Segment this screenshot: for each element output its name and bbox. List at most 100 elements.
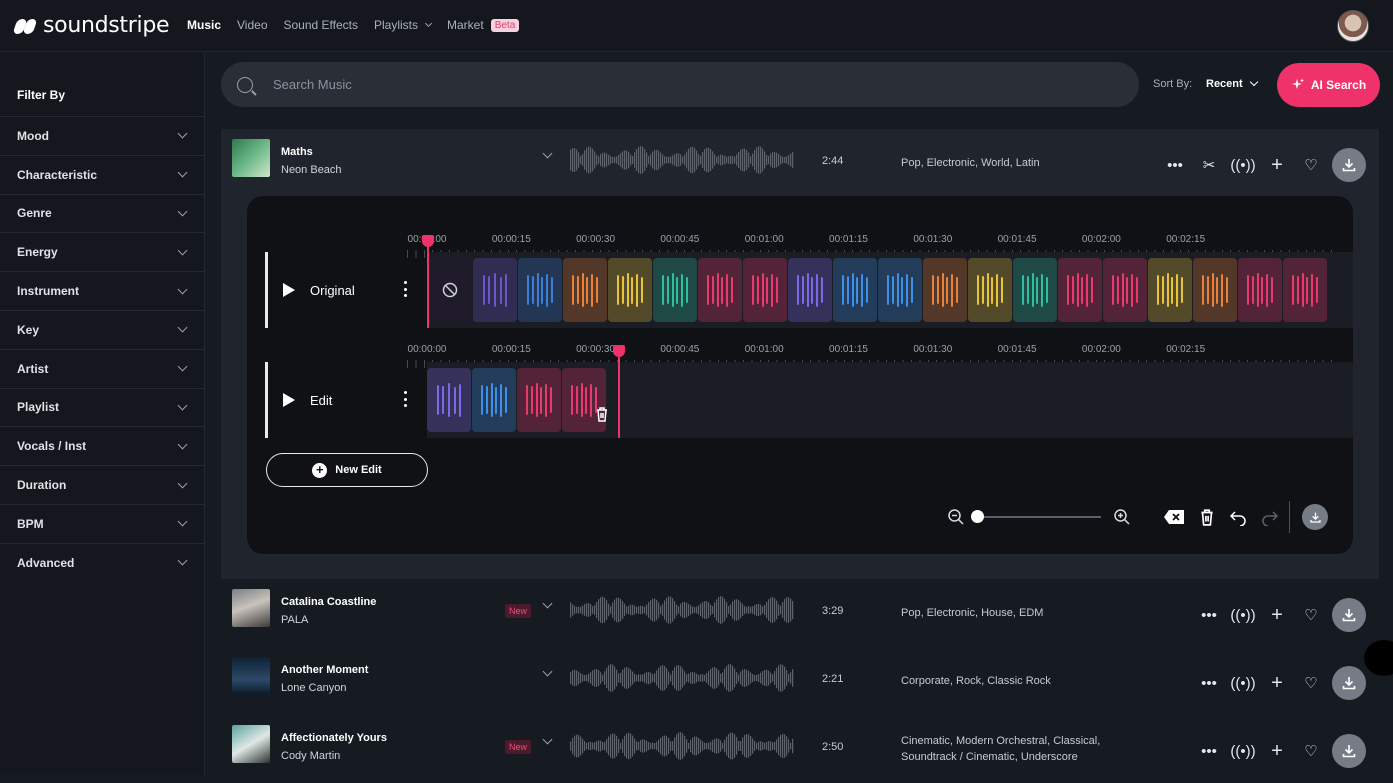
audio-segment[interactable] — [1148, 258, 1192, 322]
track-title[interactable]: Maths — [281, 146, 313, 158]
redo-icon[interactable] — [1261, 508, 1279, 526]
filter-bpm[interactable]: BPM — [0, 503, 205, 543]
nav-sound-effects[interactable]: Sound Effects — [283, 18, 359, 32]
zoom-in-icon[interactable] — [1113, 508, 1131, 526]
nav-music[interactable]: Music — [187, 18, 222, 32]
editor-download-button[interactable] — [1302, 504, 1328, 530]
track-title[interactable]: Catalina Coastline — [281, 596, 377, 608]
filter-energy[interactable]: Energy — [0, 232, 205, 271]
track-waveform[interactable] — [570, 595, 795, 625]
track-artist[interactable]: PALA — [281, 614, 309, 626]
audio-segment[interactable] — [788, 258, 832, 322]
trash-icon[interactable] — [595, 406, 609, 422]
edit-playhead[interactable] — [618, 346, 620, 438]
download-button[interactable] — [1332, 734, 1366, 768]
track-artwork[interactable] — [232, 139, 270, 177]
expand-chevron[interactable] — [542, 666, 553, 677]
track-artwork[interactable] — [232, 725, 270, 763]
search-input[interactable] — [273, 77, 1073, 92]
new-edit-button[interactable]: + New Edit — [266, 453, 428, 487]
sort-dropdown[interactable]: Recent — [1206, 77, 1258, 90]
heart-icon[interactable]: ♡ — [1304, 675, 1318, 692]
expand-chevron[interactable] — [542, 598, 553, 609]
audio-segment[interactable] — [878, 258, 922, 322]
heart-icon[interactable]: ♡ — [1304, 743, 1318, 760]
more-options-icon[interactable]: ••• — [1201, 742, 1217, 760]
audio-segment[interactable] — [563, 258, 607, 322]
track-row[interactable]: Catalina Coastline PALA New 3:29 Pop, El… — [221, 579, 1379, 647]
audio-segment[interactable] — [608, 258, 652, 322]
track-title[interactable]: Another Moment — [281, 664, 369, 676]
audio-segment[interactable] — [562, 368, 606, 432]
expand-chevron[interactable] — [542, 148, 553, 159]
track-artist[interactable]: Cody Martin — [281, 750, 341, 762]
more-options-icon[interactable]: ••• — [1201, 674, 1217, 692]
stems-icon[interactable]: ((•)) — [1230, 156, 1256, 174]
add-to-playlist-icon[interactable]: + — [1271, 671, 1283, 694]
audio-segment[interactable] — [517, 368, 561, 432]
audio-segment[interactable] — [518, 258, 562, 322]
delete-icon[interactable] — [1199, 508, 1215, 526]
zoom-slider[interactable] — [971, 510, 1101, 523]
download-button[interactable] — [1332, 666, 1366, 700]
audio-segment[interactable] — [968, 258, 1012, 322]
more-options-icon[interactable]: ••• — [1201, 606, 1217, 624]
brand-logo[interactable]: soundstripe — [12, 13, 170, 38]
track-title[interactable]: Affectionately Yours — [281, 732, 387, 744]
backspace-icon[interactable] — [1163, 509, 1185, 525]
track-waveform[interactable] — [570, 145, 795, 175]
track-row[interactable]: Maths Neon Beach 2:44 Pop, Electronic, W… — [221, 129, 1379, 197]
filter-playlist[interactable]: Playlist — [0, 387, 205, 427]
audio-segment[interactable] — [743, 258, 787, 322]
download-button[interactable] — [1332, 148, 1366, 182]
filter-artist[interactable]: Artist — [0, 348, 205, 388]
user-avatar[interactable] — [1337, 10, 1369, 42]
playhead[interactable] — [427, 236, 429, 328]
audio-segment[interactable] — [1283, 258, 1327, 322]
audio-segment[interactable] — [1193, 258, 1237, 322]
audio-segment[interactable] — [1103, 258, 1147, 322]
audio-segment[interactable] — [473, 258, 517, 322]
track-waveform[interactable] — [570, 731, 795, 761]
track-waveform[interactable] — [570, 663, 795, 693]
audio-segment[interactable] — [833, 258, 877, 322]
muted-segment[interactable] — [427, 258, 472, 322]
audio-segment[interactable] — [1013, 258, 1057, 322]
filter-characteristic[interactable]: Characteristic — [0, 154, 205, 194]
expand-chevron[interactable] — [542, 734, 553, 745]
add-to-playlist-icon[interactable]: + — [1271, 739, 1283, 762]
nav-market[interactable]: Market Beta — [447, 18, 520, 32]
stems-icon[interactable]: ((•)) — [1230, 606, 1256, 624]
audio-segment[interactable] — [427, 368, 471, 432]
track-row[interactable]: Affectionately Yours Cody Martin New 2:5… — [221, 715, 1379, 783]
filter-duration[interactable]: Duration — [0, 465, 205, 504]
filter-key[interactable]: Key — [0, 309, 205, 349]
download-button[interactable] — [1332, 598, 1366, 632]
lane-menu-icon[interactable] — [403, 391, 407, 407]
ai-search-button[interactable]: AI Search — [1277, 63, 1380, 107]
lane-menu-icon[interactable] — [403, 281, 407, 297]
scissors-icon[interactable]: ✂ — [1202, 157, 1216, 174]
original-track-segments[interactable] — [427, 252, 1353, 328]
playhead-handle[interactable] — [422, 235, 434, 247]
stems-icon[interactable]: ((•)) — [1230, 674, 1256, 692]
audio-segment[interactable] — [653, 258, 697, 322]
track-artwork[interactable] — [232, 657, 270, 695]
edit-track-segments[interactable] — [427, 362, 1353, 438]
play-icon[interactable] — [283, 283, 295, 297]
floating-scroll-handle[interactable] — [1364, 640, 1393, 676]
track-artist[interactable]: Lone Canyon — [281, 682, 347, 694]
add-to-playlist-icon[interactable]: + — [1271, 153, 1283, 176]
track-row[interactable]: Another Moment Lone Canyon 2:21 Corporat… — [221, 647, 1379, 715]
filter-mood[interactable]: Mood — [0, 116, 205, 155]
stems-icon[interactable]: ((•)) — [1230, 742, 1256, 760]
add-to-playlist-icon[interactable]: + — [1271, 603, 1283, 626]
track-artist[interactable]: Neon Beach — [281, 164, 342, 176]
search-bar[interactable] — [221, 62, 1139, 107]
edit-playhead-handle[interactable] — [613, 345, 625, 357]
audio-segment[interactable] — [698, 258, 742, 322]
audio-segment[interactable] — [923, 258, 967, 322]
undo-icon[interactable] — [1229, 508, 1247, 526]
heart-icon[interactable]: ♡ — [1304, 157, 1318, 174]
filter-genre[interactable]: Genre — [0, 193, 205, 233]
